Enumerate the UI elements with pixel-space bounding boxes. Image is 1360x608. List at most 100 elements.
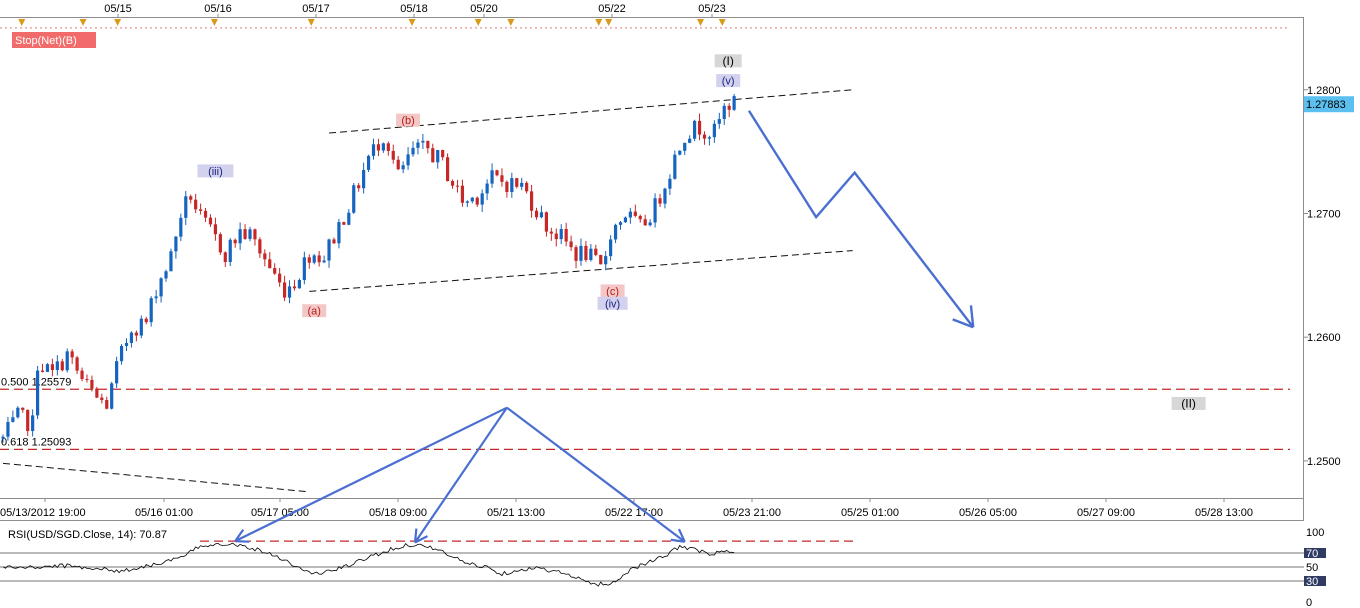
candle	[391, 144, 395, 164]
event-marker[interactable]	[697, 19, 705, 26]
candle-body	[149, 298, 153, 323]
candle	[124, 338, 129, 351]
candle-body	[228, 239, 232, 262]
candle	[371, 138, 376, 160]
candle	[95, 386, 99, 399]
candle	[505, 180, 509, 198]
candle-body	[525, 182, 529, 192]
event-marker[interactable]	[79, 19, 87, 26]
event-marker[interactable]	[474, 19, 482, 26]
candle-body	[490, 170, 494, 184]
candle	[218, 232, 222, 255]
candle	[431, 143, 435, 163]
candle	[134, 330, 138, 342]
candle-body	[727, 105, 731, 110]
candle-body	[628, 211, 632, 218]
candle-body	[347, 212, 351, 225]
candle	[6, 416, 10, 441]
candle	[441, 149, 445, 161]
candle	[554, 228, 558, 247]
candle	[362, 162, 366, 194]
event-marker[interactable]	[507, 19, 515, 26]
event-marker[interactable]	[307, 19, 315, 26]
y-tick-label: 1.2500	[1307, 456, 1341, 468]
candle	[154, 289, 158, 304]
wave-label-text: (b)	[401, 115, 414, 127]
candle	[322, 255, 326, 264]
candle	[693, 119, 697, 142]
candle-body	[609, 239, 613, 257]
wave-label: (II)	[1171, 396, 1206, 410]
event-marker[interactable]	[718, 19, 726, 26]
candle-body	[470, 197, 474, 202]
candle-body	[584, 245, 588, 261]
candle-body	[411, 147, 415, 155]
candle	[243, 224, 247, 240]
top-date-label: 05/16	[204, 3, 232, 15]
candle	[495, 169, 499, 177]
candle-body	[134, 332, 138, 336]
candle-body	[80, 370, 84, 380]
candle	[302, 251, 306, 285]
candle	[297, 278, 301, 289]
rsi-level-tag	[1304, 548, 1326, 558]
candle	[169, 248, 173, 272]
candle	[510, 172, 514, 198]
candle	[174, 235, 178, 259]
wave-label-text: (iv)	[605, 298, 620, 310]
fib-label: 0.618 1.25093	[1, 436, 71, 448]
candle-body	[70, 351, 74, 358]
candle-body	[189, 196, 193, 200]
candle-body	[322, 260, 326, 263]
candle-body	[332, 239, 336, 244]
divergence-arrowhead	[677, 528, 686, 543]
candle	[717, 112, 721, 129]
last-price-label: 1.27883	[1306, 99, 1346, 111]
event-marker[interactable]	[210, 19, 218, 26]
candle-body	[164, 271, 168, 279]
rsi-level-tag	[1304, 576, 1326, 586]
candle	[357, 182, 361, 192]
wave-label-text: (c)	[606, 286, 619, 298]
x-tick-label: 05/22 17:00	[605, 507, 663, 519]
candle	[149, 296, 153, 327]
candle	[663, 187, 667, 209]
stop-badge[interactable]: Stop(Net)(B)	[12, 32, 96, 48]
candle-body	[352, 185, 356, 213]
candle	[223, 251, 227, 267]
candle-body	[391, 150, 395, 160]
candle-body	[199, 209, 203, 211]
event-marker[interactable]	[595, 19, 603, 26]
divergence-arrow	[234, 406, 508, 543]
candle-body	[618, 222, 623, 225]
wave-label-bg	[600, 284, 625, 298]
candle	[416, 138, 420, 155]
event-marker[interactable]	[408, 19, 416, 26]
candle-body	[510, 178, 514, 193]
candle-body	[460, 185, 465, 203]
candle	[317, 250, 321, 267]
candle	[599, 254, 603, 265]
candle-body	[579, 245, 583, 261]
candle-body	[85, 379, 89, 381]
candle-body	[683, 142, 687, 151]
event-marker[interactable]	[18, 19, 26, 26]
event-marker[interactable]	[114, 19, 122, 26]
candle-body	[569, 241, 573, 248]
candle	[465, 200, 469, 208]
event-marker[interactable]	[605, 19, 613, 26]
candle	[490, 163, 494, 188]
candle	[21, 407, 25, 413]
candle	[55, 355, 59, 376]
candle-body	[273, 268, 277, 274]
candle-body	[40, 370, 45, 372]
candle-body	[475, 197, 479, 205]
candle	[80, 367, 84, 382]
candle-body	[179, 217, 183, 237]
candle	[144, 316, 148, 325]
candle	[529, 184, 534, 218]
candle-body	[55, 361, 59, 371]
x-tick-label: 05/17 05:00	[251, 507, 309, 519]
rsi-series-line	[2, 542, 735, 587]
